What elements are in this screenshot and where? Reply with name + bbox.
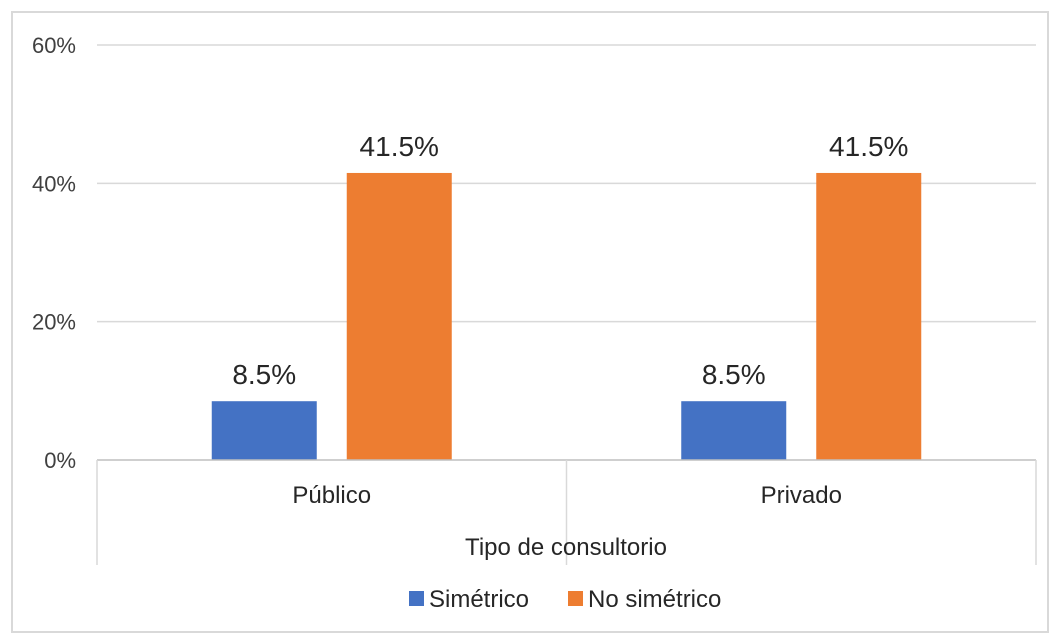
y-tick-label: 60%: [32, 33, 76, 58]
data-label: 41.5%: [829, 131, 908, 162]
data-label: 8.5%: [702, 359, 766, 390]
data-labels: 8.5% 41.5% 8.5% 41.5%: [232, 131, 908, 390]
category-labels: Público Privado: [96, 460, 1037, 565]
legend: Simétrico No simétrico: [409, 586, 721, 613]
bar: [346, 172, 452, 461]
y-tick-label: 0%: [44, 448, 76, 473]
category-label: Público: [292, 482, 371, 509]
data-label: 8.5%: [232, 359, 296, 390]
bar: [211, 401, 317, 460]
bar: [816, 172, 922, 461]
legend-label: No simétrico: [588, 586, 721, 613]
bars: [211, 172, 922, 461]
category-label: Privado: [761, 482, 842, 509]
legend-label: Simétrico: [429, 586, 529, 613]
x-axis-title: Tipo de consultorio: [465, 534, 667, 561]
y-tick-label: 40%: [32, 171, 76, 196]
y-tick-label: 20%: [32, 310, 76, 335]
legend-swatch: [568, 591, 583, 606]
y-axis-ticks: 0% 20% 40% 60%: [32, 33, 76, 473]
legend-swatch: [409, 591, 424, 606]
data-label: 41.5%: [360, 131, 439, 162]
bar: [681, 401, 787, 460]
